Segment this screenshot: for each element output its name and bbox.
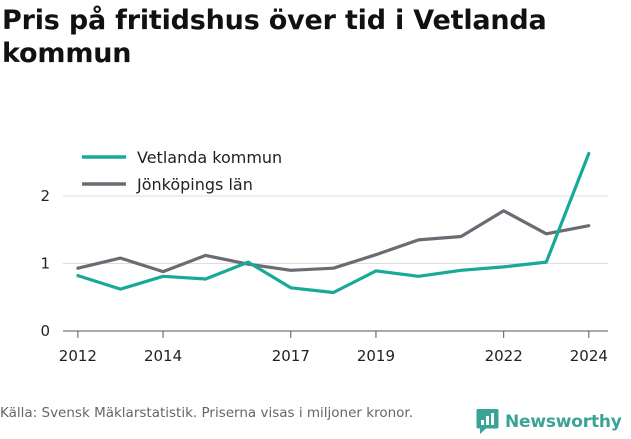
x-tick-label-2017: 2017 (272, 347, 310, 365)
newsworthy-logo-icon (476, 409, 499, 434)
gridlines (63, 195, 608, 264)
brand-name: Newsworthy (505, 411, 622, 432)
x-axis: 2012 2014 2017 2019 2022 2024 (59, 330, 608, 365)
x-tick-label-2022: 2022 (485, 347, 523, 365)
x-tick-label-2014: 2014 (144, 347, 182, 365)
source-note: Källa: Svensk Mäklarstatistik. Priserna … (0, 405, 414, 421)
legend-label-jönköpings-län: Jönköpings län (136, 175, 253, 194)
y-tick-label-2: 2 (40, 187, 50, 205)
series-lines (76, 151, 591, 295)
y-tick-label-0: 0 (40, 322, 50, 340)
chart-title: Pris på fritidshus över tid i Vetlanda k… (2, 5, 547, 69)
x-tick-label-2012: 2012 (59, 347, 97, 365)
newsworthy-logo: Newsworthy (476, 408, 622, 435)
legend: Vetlanda kommun Jönköpings län (75, 143, 307, 195)
series-line-vetlanda-kommun (76, 151, 591, 295)
y-tick-label-1: 1 (40, 255, 50, 273)
legend-label-vetlanda-kommun: Vetlanda kommun (137, 148, 282, 167)
y-axis: 0 1 2 (40, 187, 50, 340)
legend-background (75, 143, 307, 195)
series-line-jönköpings-län (76, 209, 591, 274)
x-tick-label-2024: 2024 (570, 347, 608, 365)
x-tick-label-2019: 2019 (357, 347, 395, 365)
